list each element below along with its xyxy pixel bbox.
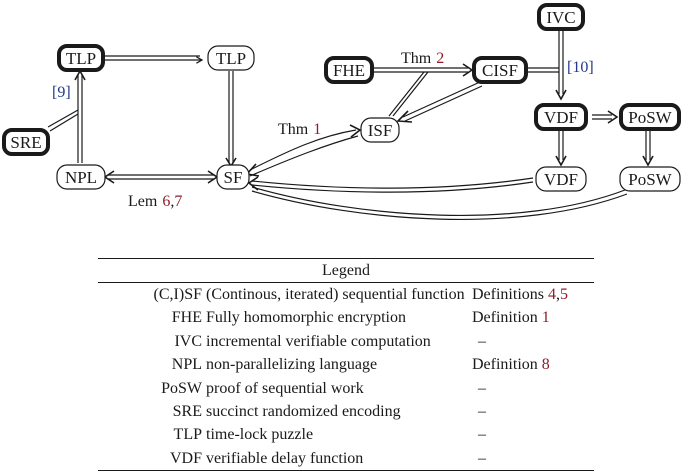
node-npl: NPL xyxy=(56,164,106,190)
svg-text:CISF: CISF xyxy=(482,61,518,80)
legend-row: TLP time-lock puzzle – xyxy=(98,423,594,446)
legend-ref: – xyxy=(478,426,486,444)
legend-abbr: IVC xyxy=(174,332,202,350)
legend-desc: succinct randomized encoding xyxy=(206,402,401,420)
legend-desc: (Continous, iterated) sequential functio… xyxy=(206,286,465,303)
legend-row: FHE Fully homomorphic encryption Definit… xyxy=(98,306,594,329)
reduction-diagram: TLP TLP SRE NPL SF FHE CISF ISF IVC VDF … xyxy=(2,3,681,221)
legend-row: NPL non-parallelizing language Definitio… xyxy=(98,353,594,376)
legend-abbr: PoSW xyxy=(161,379,202,397)
legend-ref: Definition 8 xyxy=(472,356,550,374)
label-thm-1: Thm 1 xyxy=(278,121,321,138)
svg-text:VDF: VDF xyxy=(544,108,578,127)
legend-ref: Definition 1 xyxy=(472,309,550,327)
node-sf: SF xyxy=(216,164,250,190)
node-vdf-bottom: VDF xyxy=(535,166,587,192)
legend-desc: verifiable delay function xyxy=(206,449,364,467)
svg-text:VDF: VDF xyxy=(544,170,578,189)
edge-ivc-to-vdf xyxy=(555,30,567,101)
citation-9: [9] xyxy=(52,84,71,101)
edge-cisf-to-isf xyxy=(396,81,483,123)
svg-text:PoSW: PoSW xyxy=(628,170,672,189)
svg-text:SF: SF xyxy=(224,168,243,187)
legend-row: SRE succinct randomized encoding – xyxy=(98,400,594,423)
legend-abbr: TLP xyxy=(173,426,202,444)
legend-desc: non-parallelizing language xyxy=(206,356,378,374)
node-tlp-top: TLP xyxy=(57,44,105,72)
legend-desc: proof of sequential work xyxy=(206,379,364,397)
svg-text:TLP: TLP xyxy=(66,49,96,68)
svg-text:IVC: IVC xyxy=(546,8,575,27)
node-tlp-right: TLP xyxy=(207,45,255,71)
node-isf: ISF xyxy=(360,117,400,143)
legend-abbr: FHE xyxy=(171,309,202,327)
node-fhe: FHE xyxy=(324,56,374,84)
legend-desc: time-lock puzzle xyxy=(206,426,314,444)
node-posw-top: PoSW xyxy=(619,103,681,131)
svg-text:NPL: NPL xyxy=(65,168,97,187)
label-thm-2: Thm 2 xyxy=(401,50,444,67)
legend-row: VDF verifiable delay function – xyxy=(98,447,594,470)
edge-cisf-to-vdf xyxy=(527,67,559,73)
citation-10: [10] xyxy=(567,59,594,76)
legend-row: (C,I)SF (Continous, iterated) sequential… xyxy=(98,283,594,306)
svg-text:PoSW: PoSW xyxy=(628,108,672,127)
legend-table: Legend (C,I)SF (Continous, iterated) seq… xyxy=(98,258,594,471)
legend-ref: – xyxy=(478,402,486,420)
svg-text:TLP: TLP xyxy=(216,49,246,68)
legend-ref: – xyxy=(478,379,486,397)
legend-abbr: (C,I)SF xyxy=(153,286,202,303)
label-lem-6-7: Lem 6,7 xyxy=(128,193,182,210)
edge-npl-to-tlp xyxy=(74,69,86,163)
edge-sf-isf xyxy=(245,124,362,177)
legend-ref: Definitions 4,5 xyxy=(472,286,568,303)
legend-title: Legend xyxy=(98,259,594,283)
svg-text:SRE: SRE xyxy=(10,133,41,152)
node-posw-bottom: PoSW xyxy=(619,166,681,192)
edge-tlp-to-tlp xyxy=(105,55,204,64)
node-sre: SRE xyxy=(2,128,50,156)
legend-row: PoSW proof of sequential work – xyxy=(98,377,594,400)
edge-thm2-to-isf xyxy=(388,71,429,117)
edge-vdf-to-vdf xyxy=(555,130,567,167)
legend-desc: incremental verifiable computation xyxy=(206,332,431,350)
edge-vdf-to-sf xyxy=(247,176,534,193)
svg-text:ISF: ISF xyxy=(368,121,393,140)
node-ivc: IVC xyxy=(537,3,585,31)
legend-desc: Fully homomorphic encryption xyxy=(206,309,406,327)
legend-abbr: SRE xyxy=(172,402,202,420)
legend-row: IVC incremental verifiable computation – xyxy=(98,330,594,353)
svg-text:FHE: FHE xyxy=(333,61,365,80)
node-cisf: CISF xyxy=(472,56,528,84)
node-vdf-top: VDF xyxy=(534,103,588,131)
edge-npl-sf xyxy=(103,170,219,184)
edge-posw-to-sf xyxy=(251,186,628,221)
edge-posw-to-posw xyxy=(642,130,654,167)
legend-ref: – xyxy=(478,449,486,467)
edge-tlp-to-sf xyxy=(225,71,237,168)
edge-sre-to-tlp xyxy=(47,109,79,132)
legend-abbr: VDF xyxy=(169,449,202,467)
edge-vdf-to-posw xyxy=(592,110,619,124)
legend-abbr: NPL xyxy=(171,356,202,374)
legend-ref: – xyxy=(478,332,486,350)
